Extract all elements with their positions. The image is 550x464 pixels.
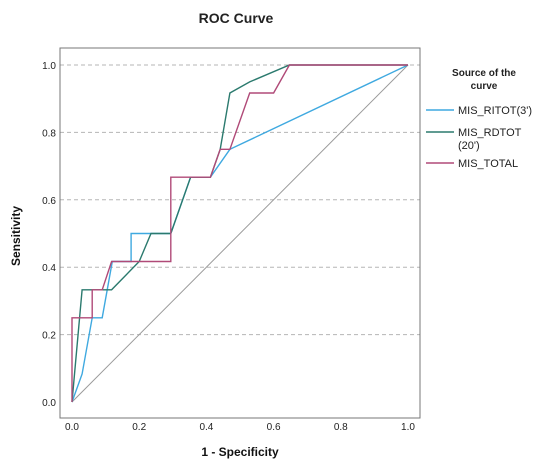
- legend-label-1: MIS_RITOT(3'): [458, 105, 532, 117]
- x-axis-label: 1 - Specificity: [201, 445, 279, 459]
- series-line-3: [71, 64, 408, 402]
- chart-title: ROC Curve: [199, 10, 274, 26]
- x-tick-label: 0.4: [199, 422, 213, 433]
- x-tick-label: 0.8: [334, 422, 348, 433]
- legend-title-line-2: curve: [471, 81, 498, 92]
- y-axis-label: Sensitivity: [9, 206, 23, 266]
- y-tick-label: 0.0: [42, 398, 56, 409]
- y-tick-label: 1.0: [42, 61, 56, 72]
- legend-label-2: MIS_RDTOT (20'): [458, 127, 522, 152]
- grid-lines: [60, 64, 420, 336]
- x-tick-label: 0.0: [65, 422, 79, 433]
- y-tick-label: 0.2: [42, 331, 56, 342]
- x-tick-label: 0.6: [267, 422, 281, 433]
- plot-frame: [59, 47, 421, 419]
- legend-label-3: MIS_TOTAL: [458, 158, 518, 170]
- reference-diagonal: [71, 64, 409, 403]
- series-lines: [71, 64, 409, 403]
- diagonal-reference-line: [71, 64, 409, 403]
- x-tick-label: 1.0: [401, 422, 415, 433]
- x-tick-labels: 0.0 0.2 0.4 0.6 0.8 1.0: [65, 422, 415, 433]
- y-tick-label: 0.6: [42, 196, 56, 207]
- y-tick-labels: 0.0 0.2 0.4 0.6 0.8 1.0: [42, 61, 56, 409]
- legend: Source of the curve MIS_RITOT(3') MIS_RDT…: [426, 68, 532, 170]
- legend-title-line-1: Source of the: [452, 68, 516, 79]
- series-line-2: [71, 64, 408, 403]
- y-tick-label: 0.4: [42, 263, 56, 274]
- y-tick-label: 0.8: [42, 128, 56, 139]
- legend-entries: MIS_RITOT(3') MIS_RDTOT (20') MIS_TOTAL: [426, 105, 532, 170]
- x-tick-label: 0.2: [132, 422, 146, 433]
